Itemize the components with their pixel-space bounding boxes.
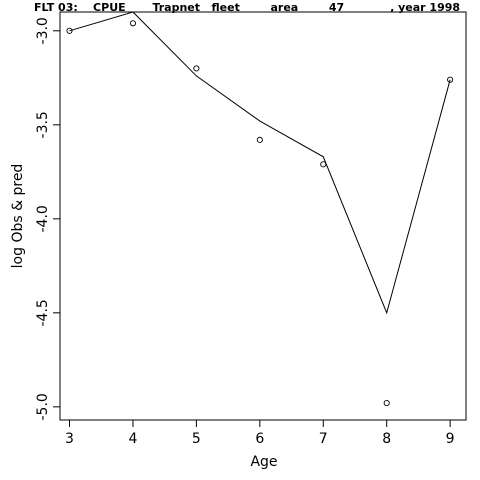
y-tick-label: -3.0 — [35, 17, 51, 44]
observed-point — [129, 20, 137, 27]
series-layer — [66, 11, 454, 407]
x-tick-label: 7 — [319, 431, 328, 447]
observed-point — [383, 400, 390, 407]
plot-frame — [59, 11, 467, 421]
y-tick-label: -4.5 — [35, 299, 51, 326]
x-tick-label: 5 — [192, 431, 201, 447]
predicted-line — [69, 11, 451, 315]
y-tick-label: -4.0 — [35, 205, 51, 232]
x-axis: 3 4 5 6 7 8 9 — [65, 420, 455, 447]
observed-point — [447, 76, 454, 83]
y-tick-label: -5.0 — [35, 393, 51, 420]
chart-title: FLT 03: CPUE Trapnet fleet area 47 , yea… — [34, 1, 460, 14]
x-axis-label: Age — [250, 454, 277, 470]
x-tick-label: 6 — [255, 431, 264, 447]
y-axis-label: log Obs & pred — [10, 164, 26, 269]
y-axis: -3.0 -3.5 -4.0 -4.5 -5.0 — [35, 17, 60, 421]
y-tick-label: -3.5 — [35, 111, 51, 138]
observed-point — [256, 136, 263, 143]
observed-point — [66, 27, 73, 34]
x-tick-label: 9 — [446, 431, 455, 447]
x-tick-label: 3 — [65, 431, 74, 447]
x-tick-label: 4 — [128, 431, 137, 447]
observed-point — [193, 65, 200, 72]
x-tick-label: 8 — [382, 431, 391, 447]
